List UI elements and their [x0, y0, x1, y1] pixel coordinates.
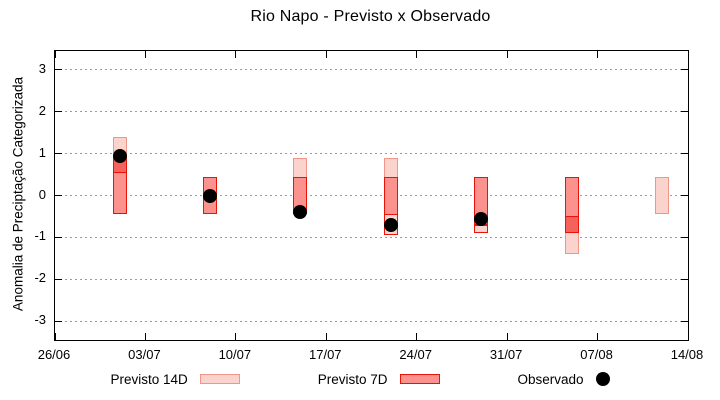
observed-dot [293, 205, 308, 220]
x-tick-bottom [597, 333, 599, 340]
y-tick-label: -2 [34, 270, 46, 286]
x-tick-top [506, 51, 508, 58]
previsto-7d-swatch-icon [399, 374, 440, 384]
x-tick-top [687, 51, 689, 58]
observed-dot [112, 148, 127, 163]
forecast-7d-segment [294, 176, 307, 215]
observed-dot [383, 217, 398, 232]
x-tick-label: 17/07 [309, 347, 342, 362]
x-tick-bottom [416, 333, 418, 340]
legend-item-observado: Observado [518, 372, 610, 387]
y-tick-left [55, 111, 62, 113]
x-tick-label: 31/07 [489, 347, 523, 362]
forecast-7d-box [474, 176, 489, 234]
y-tick-right [681, 278, 688, 280]
y-tick-left [55, 153, 62, 155]
gridline [55, 69, 688, 71]
gridline [55, 320, 688, 322]
gridline [55, 278, 688, 280]
forecast-14d-box [655, 176, 670, 215]
x-tick-top [235, 51, 237, 58]
x-tick-bottom [235, 333, 237, 340]
forecast-7d-segment [565, 176, 578, 217]
y-tick-right [681, 69, 688, 71]
y-tick-right [681, 320, 688, 322]
y-tick-left [55, 195, 62, 196]
y-tick-label: 2 [38, 102, 46, 118]
forecast-7d-divider [384, 213, 397, 216]
x-tick-label: 14/08 [670, 347, 704, 362]
observed-dot [203, 188, 218, 203]
legend: Previsto 14D Previsto 7D Observado [0, 366, 720, 392]
x-tick-label: 26/06 [37, 347, 71, 362]
y-tick-right [681, 111, 688, 113]
forecast-7d-divider [113, 171, 126, 174]
x-tick-label: 03/07 [128, 347, 161, 362]
y-tick-label: 3 [38, 60, 46, 76]
x-tick-bottom [144, 333, 146, 340]
forecast-7d-segment [113, 172, 126, 215]
x-tick-top [597, 51, 599, 58]
observado-dot-icon [595, 372, 610, 386]
legend-label-previsto-14d: Previsto 14D [110, 371, 188, 387]
x-tick-top [144, 51, 146, 58]
forecast-7d-box [112, 157, 127, 215]
x-tick-top [416, 51, 418, 58]
legend-item-previsto-7d: Previsto 7D [318, 372, 440, 387]
y-tick-left [55, 278, 62, 280]
y-tick-label: 0 [38, 186, 46, 202]
gridline [55, 111, 688, 113]
y-tick-right [681, 195, 688, 196]
forecast-7d-segment [384, 176, 397, 215]
y-tick-left [55, 69, 62, 71]
gridline [55, 236, 688, 238]
y-tick-left [55, 236, 62, 238]
x-tick-bottom [325, 333, 327, 340]
x-tick-bottom [54, 333, 56, 340]
x-tick-bottom [506, 333, 508, 340]
forecast-7d-box [564, 176, 579, 234]
x-tick-label: 10/07 [218, 347, 252, 362]
chart-title: Rio Napo - Previsto x Observado [250, 8, 491, 25]
legend-item-previsto-14d: Previsto 14D [110, 371, 240, 387]
y-tick-label: -3 [34, 312, 46, 328]
forecast-7d-segment [475, 224, 488, 234]
x-tick-top [325, 51, 327, 58]
forecast-7d-divider [565, 215, 578, 218]
y-tick-label: -1 [34, 228, 46, 244]
gridline [55, 153, 688, 155]
x-tick-bottom [687, 333, 689, 340]
forecast-7d-box [383, 176, 398, 236]
y-tick-right [681, 153, 688, 155]
plot-area [54, 50, 689, 341]
forecast-7d-segment [565, 216, 578, 234]
y-tick-left [55, 320, 62, 322]
y-tick-right [681, 236, 688, 238]
x-tick-label: 24/07 [399, 347, 432, 362]
y-tick-label: 1 [38, 144, 46, 160]
previsto-14d-swatch-icon [199, 374, 240, 384]
legend-label-previsto-7d: Previsto 7D [317, 371, 388, 387]
observed-dot [474, 211, 489, 226]
gridline [55, 195, 688, 196]
x-tick-top [54, 51, 56, 58]
x-tick-label: 07/08 [580, 347, 613, 362]
legend-label-observado: Observado [517, 371, 584, 387]
